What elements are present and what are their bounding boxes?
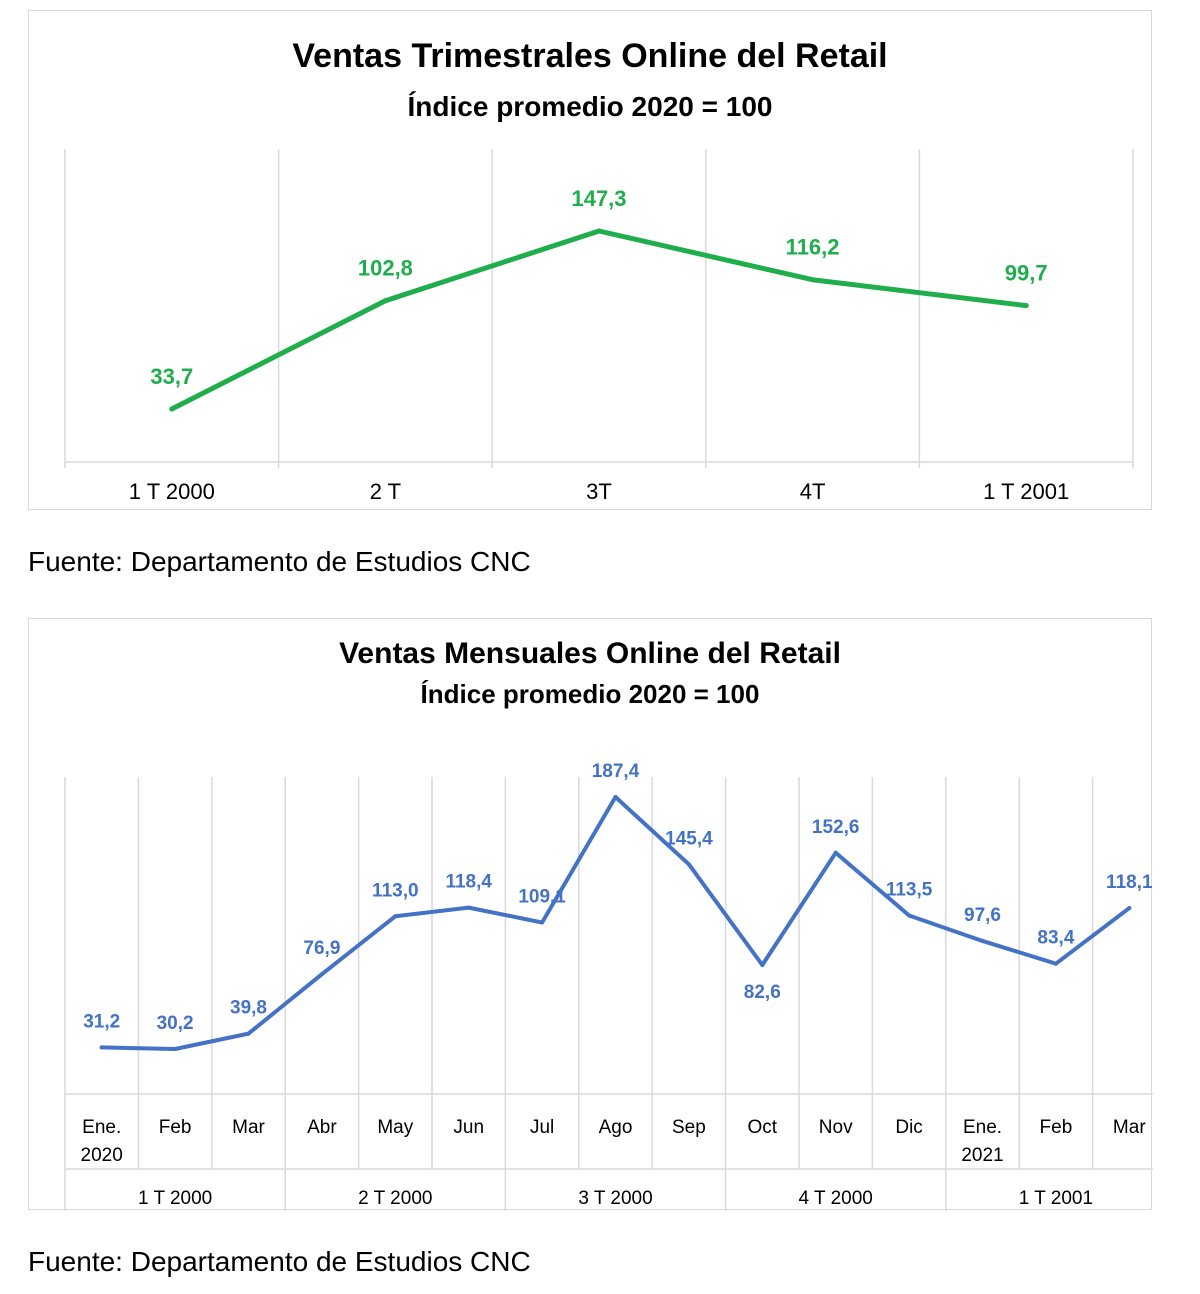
monthly-category-label: Abr [307,1117,337,1138]
monthly-data-point [246,1031,251,1036]
monthly-data-point [540,920,545,925]
monthly-group-label: 1 T 2001 [1019,1188,1093,1209]
monthly-category-label: Jun [453,1117,484,1138]
monthly-data-point [907,913,912,918]
quarterly-data-point [382,298,388,304]
monthly-data-label: 113,5 [886,879,933,900]
quarterly-category-label: 4T [800,479,826,504]
quarterly-chart: Ventas Trimestrales Online del Retail Ín… [28,10,1152,510]
monthly-chart-title: Ventas Mensuales Online del Retail [339,637,841,670]
monthly-category-label: Mar [1113,1117,1146,1138]
quarterly-data-point [1023,303,1029,309]
quarterly-data-point [169,406,175,412]
monthly-source-note: Fuente: Departamento de Estudios CNC [28,1246,531,1277]
monthly-group-label: 3 T 2000 [578,1188,652,1209]
monthly-data-label: 187,4 [592,761,640,782]
quarterly-chart-subtitle: Índice promedio 2020 = 100 [407,91,773,122]
quarterly-data-label: 116,2 [786,235,840,260]
quarterly-category-label: 2 T [370,479,401,504]
quarterly-source-note: Fuente: Departamento de Estudios CNC [28,546,531,577]
monthly-data-label: 30,2 [157,1013,194,1034]
monthly-data-point [173,1047,178,1051]
monthly-data-label: 97,6 [964,905,1001,926]
quarterly-series-line [169,228,1029,412]
monthly-data-label: 31,2 [83,1011,120,1032]
monthly-data-label: 145,4 [665,828,713,849]
monthly-category-label: Nov [819,1117,853,1138]
quarterly-chart-title: Ventas Trimestrales Online del Retail [292,37,888,75]
quarterly-category-label: 1 T 2000 [129,479,215,504]
monthly-plot: 31,2 30,2 39,8 76,9 113,0 118,4 109,1 187,4 145,… [64,761,1153,1211]
monthly-group-label: 1 T 2000 [138,1188,212,1209]
quarterly-data-label: 99,7 [1005,261,1048,286]
monthly-data-point [760,963,765,967]
monthly-data-label: 118,4 [445,872,492,893]
monthly-chart: Ventas Mensuales Online del Retail Índic… [28,618,1153,1211]
monthly-category-label: Jul [530,1117,554,1138]
monthly-data-point [466,905,471,910]
quarterly-data-label: 33,7 [150,364,193,389]
monthly-data-label: 152,6 [812,817,860,838]
monthly-category-label: Ene. 2020 [81,1117,123,1166]
quarterly-data-point [810,277,816,283]
monthly-category-label: Feb [1040,1117,1073,1138]
monthly-data-label: 82,6 [744,982,781,1003]
monthly-data-label: 83,4 [1037,928,1074,949]
monthly-data-label: 113,0 [372,880,419,901]
quarterly-data-label: 102,8 [358,256,413,281]
monthly-category-label: Feb [159,1117,192,1138]
monthly-data-point [1053,961,1058,966]
monthly-group-label: 4 T 2000 [799,1188,873,1209]
quarterly-data-point [596,228,602,234]
monthly-data-point [980,938,985,943]
quarterly-category-label: 1 T 2001 [983,479,1069,504]
monthly-data-point [1127,906,1132,911]
monthly-data-point [393,914,398,919]
quarterly-plot: 33,7 102,8 147,3 116,2 99,7 1 T 2000 2 T 3T 4T 1 … [64,149,1134,504]
monthly-data-label: 109,1 [518,887,566,908]
monthly-data-label: 39,8 [230,998,267,1019]
quarterly-data-label: 147,3 [571,186,626,211]
monthly-category-label: May [377,1117,413,1138]
monthly-category-label: Ago [599,1117,633,1138]
quarterly-category-label: 3T [586,479,612,504]
monthly-category-label: Ene. 2021 [961,1117,1003,1166]
monthly-group-label: 2 T 2000 [358,1188,432,1209]
monthly-data-point [613,795,618,799]
monthly-category-label: Dic [895,1117,922,1138]
monthly-chart-subtitle: Índice promedio 2020 = 100 [420,679,760,709]
monthly-data-point [686,862,691,867]
monthly-data-label: 118,1 [1106,872,1153,893]
monthly-data-label: 76,9 [303,938,340,959]
monthly-data-point [833,850,838,855]
monthly-data-point [319,972,324,977]
monthly-category-label: Oct [748,1117,778,1138]
monthly-category-label: Mar [232,1117,265,1138]
monthly-category-label: Sep [672,1117,706,1138]
monthly-data-point [99,1045,104,1050]
